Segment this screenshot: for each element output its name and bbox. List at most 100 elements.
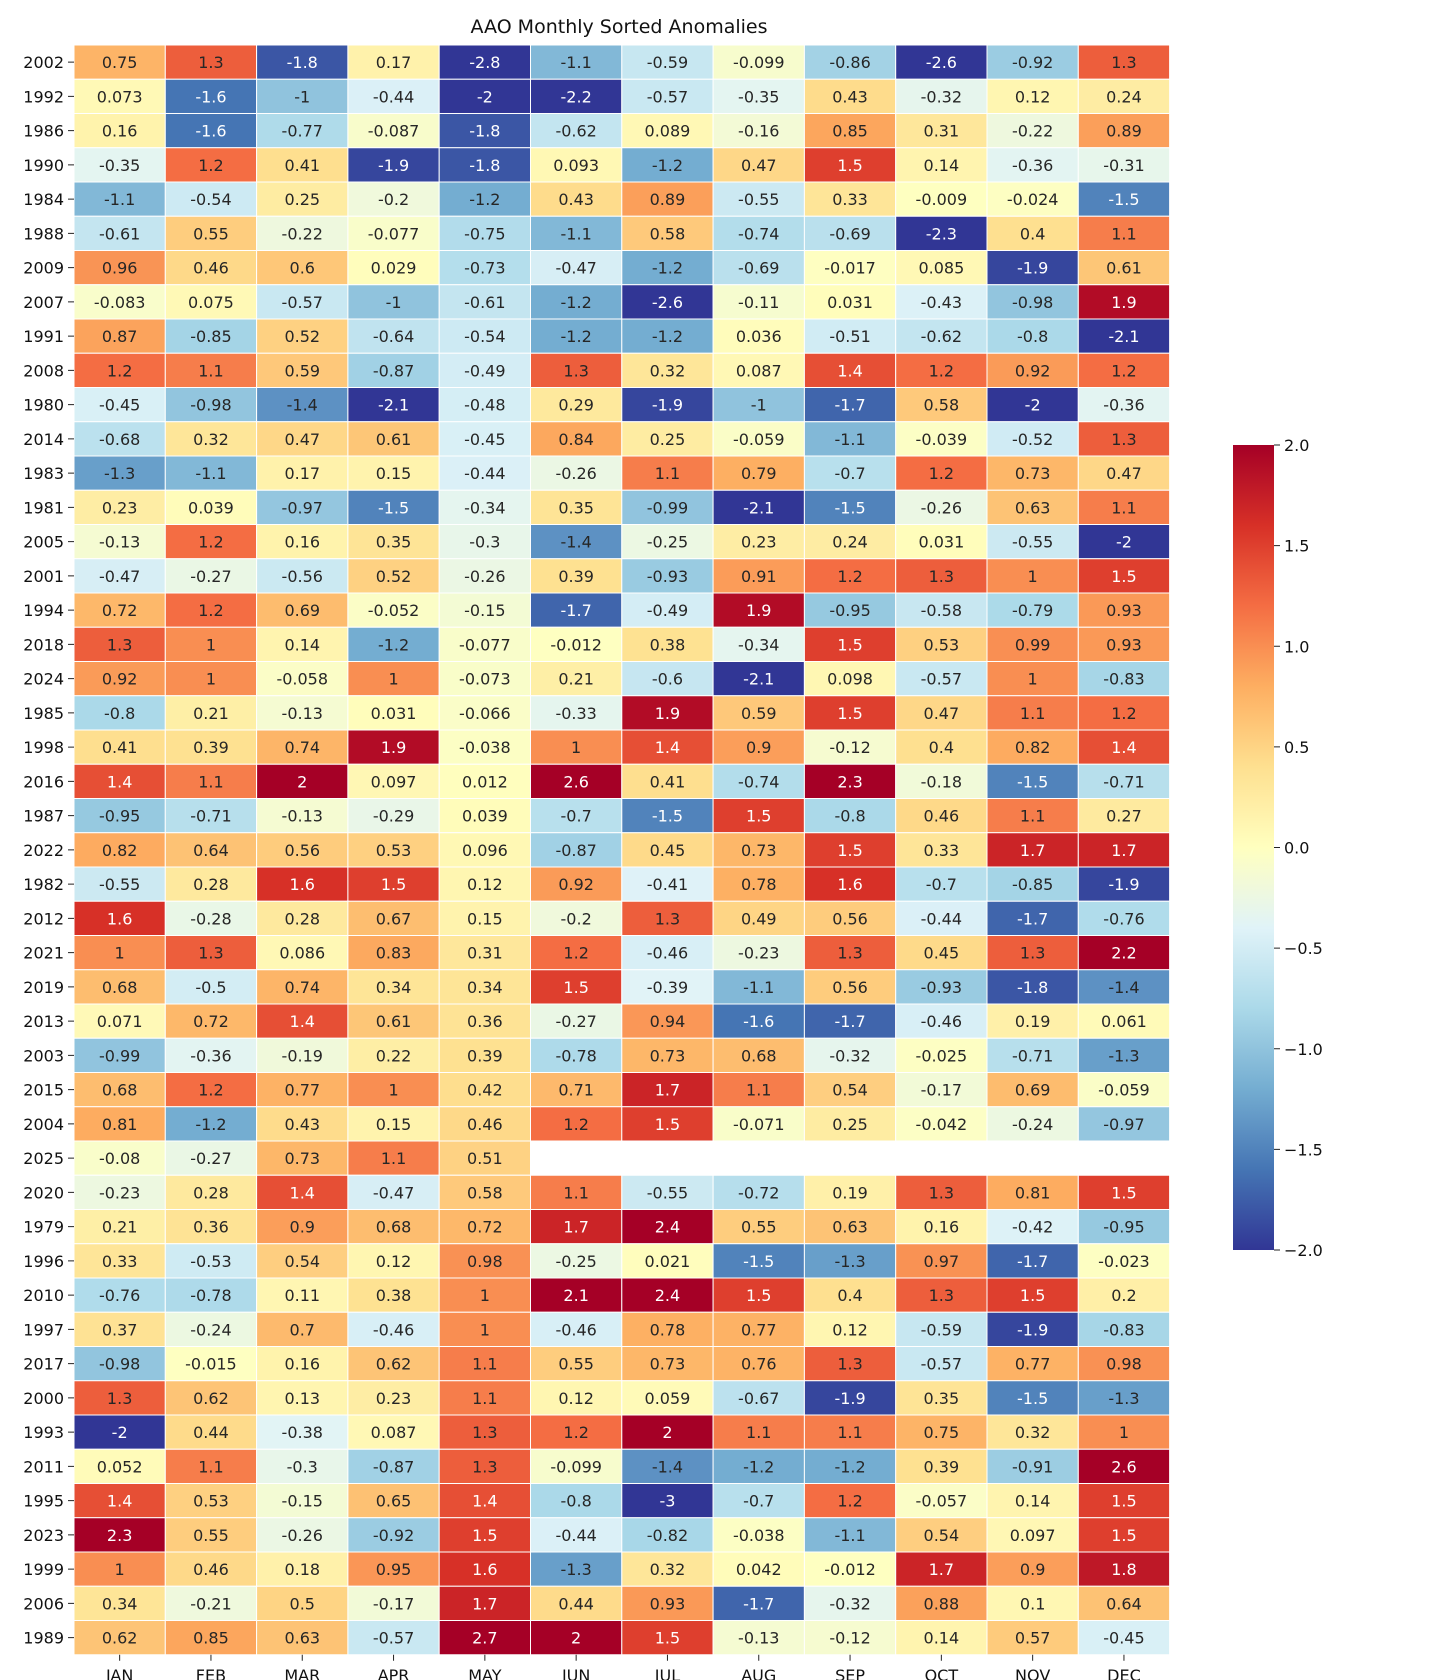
heatmap-cell (438, 1277, 532, 1313)
cell-value-label: 0.4 (929, 738, 954, 757)
cell-value-label: 0.46 (924, 807, 960, 826)
heatmap-cell (1077, 592, 1171, 628)
colorbar-tick-label: 1.5 (1284, 537, 1309, 556)
colorbar: 2.0 1.5 1.0 0.5 0.0 −0.5 −1.0 −1.5 −2.0 (1233, 436, 1323, 1260)
cell-value-label: -0.68 (99, 430, 140, 449)
cell-value-label: 1.9 (1111, 293, 1136, 312)
cell-value-label: 0.92 (558, 875, 594, 894)
cell-value-label: -1.9 (834, 1389, 865, 1408)
cell-value-label: 0.097 (1010, 1526, 1056, 1545)
heatmap-cell (256, 935, 349, 971)
cell-value-label: 0.94 (650, 1012, 686, 1031)
heatmap-cell (438, 1414, 532, 1450)
heatmap-cell (73, 763, 166, 799)
heatmap-cell (256, 387, 349, 423)
cell-value-label: 1.1 (655, 464, 680, 483)
cell-value-label: 1.5 (1111, 1492, 1136, 1511)
heatmap-cell (164, 1585, 258, 1621)
heatmap-cell (530, 1209, 623, 1245)
heatmap-cell (621, 524, 714, 560)
cell-value-label: 1.1 (1020, 704, 1045, 723)
heatmap-cell (986, 489, 1079, 525)
cell-value-label: 0.35 (558, 498, 594, 517)
cell-value-label: -0.64 (373, 327, 414, 346)
heatmap-cell (1077, 1243, 1171, 1279)
cell-value-label: 0.73 (650, 1355, 686, 1374)
cell-value-label: 0.14 (1015, 1492, 1051, 1511)
cell-value-label: -1.2 (652, 156, 683, 175)
cell-value-label: 0.12 (558, 1389, 594, 1408)
cell-value-label: -2.1 (743, 498, 774, 517)
cell-value-label: 0.25 (650, 430, 686, 449)
heatmap-cell (1077, 524, 1171, 560)
heatmap-cell (438, 1072, 532, 1108)
cell-value-label: 0.34 (102, 1594, 138, 1613)
heatmap-cell (712, 1277, 805, 1313)
cell-value-label: 0.039 (188, 498, 234, 517)
cell-value-label: -0.45 (464, 430, 505, 449)
cell-value-label: 1.5 (655, 1115, 680, 1134)
colorbar-tick-label: −2.0 (1284, 1241, 1323, 1260)
cell-value-label: -0.28 (190, 909, 231, 928)
heatmap-cell (347, 900, 440, 936)
heatmap-cell (1077, 147, 1171, 183)
heatmap-cell (347, 935, 440, 971)
cell-value-label: 1.5 (655, 1629, 680, 1648)
y-tick-label: 2011 (23, 1457, 64, 1476)
cell-value-label: 1.4 (837, 361, 862, 380)
cell-value-label: -0.44 (464, 464, 505, 483)
heatmap-cell (347, 455, 440, 491)
heatmap-cell (256, 969, 349, 1005)
cell-value-label: 0.73 (741, 841, 777, 860)
heatmap-cell (986, 798, 1079, 834)
cell-value-label: 1.6 (290, 875, 315, 894)
cell-value-label: -0.36 (190, 1046, 231, 1065)
heatmap-cell (438, 866, 532, 902)
cell-value-label: 1.1 (198, 1457, 223, 1476)
cell-value-label: 0.83 (376, 944, 412, 963)
heatmap-cell (803, 832, 897, 868)
cell-value-label: -2.2 (561, 87, 592, 106)
heatmap-cell (438, 626, 532, 662)
cell-value-label: -1.1 (561, 224, 592, 243)
heatmap-cell (621, 1380, 714, 1416)
cell-value-label: -0.077 (459, 635, 511, 654)
heatmap-cell (164, 592, 258, 628)
heatmap-cell (256, 1346, 349, 1382)
heatmap-cell (621, 763, 714, 799)
heatmap-cell (1077, 1174, 1171, 1210)
cell-value-label: -0.038 (733, 1526, 785, 1545)
cell-value-label: -0.057 (916, 1492, 968, 1511)
heatmap-cell (256, 832, 349, 868)
heatmap-cell (256, 147, 349, 183)
heatmap-cell (164, 695, 258, 731)
cell-value-label: 1.2 (198, 601, 223, 620)
y-tick-label: 2015 (23, 1081, 64, 1100)
cell-value-label: 1.9 (655, 704, 680, 723)
cell-value-label: 0.9 (1020, 1560, 1045, 1579)
heatmap-cell (73, 900, 166, 936)
cell-value-label: 0.32 (650, 361, 686, 380)
heatmap-cell (1077, 900, 1171, 936)
cell-value-label: -0.5 (195, 978, 226, 997)
cell-value-label: 0.96 (102, 259, 138, 278)
cell-value-label: 0.33 (924, 841, 960, 860)
cell-value-label: 0.12 (1015, 87, 1051, 106)
cell-value-label: 0.63 (1015, 498, 1051, 517)
cell-value-label: -0.53 (190, 1252, 231, 1271)
cell-value-label: -0.087 (368, 122, 420, 141)
heatmap-cell (438, 763, 532, 799)
cell-value-label: 1.8 (1111, 1560, 1136, 1579)
cell-value-label: -1.3 (561, 1560, 592, 1579)
y-tick-label: 2012 (23, 909, 64, 928)
heatmap-cell (1077, 729, 1171, 765)
heatmap-cell (73, 1346, 166, 1382)
cell-value-label: 0.72 (193, 1012, 229, 1031)
heatmap-cell (347, 1140, 440, 1176)
cell-value-label: -0.009 (916, 190, 968, 209)
heatmap-cell (1077, 215, 1171, 251)
heatmap-cell (986, 318, 1079, 354)
cell-value-label: 1.2 (198, 533, 223, 552)
cell-value-label: 1.7 (929, 1560, 954, 1579)
